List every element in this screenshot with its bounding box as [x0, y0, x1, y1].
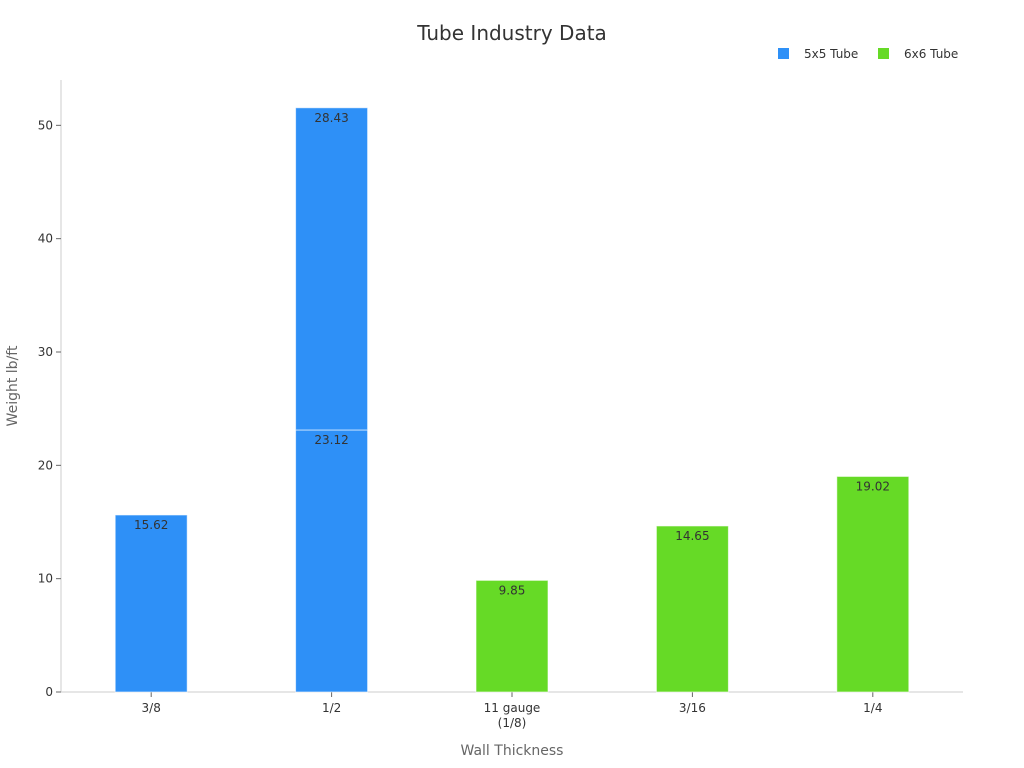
chart-title: Tube Industry Data	[416, 21, 607, 45]
x-tick-label-line: 1/2	[322, 701, 341, 715]
x-tick-label: 3/8	[142, 701, 161, 715]
x-tick-label: 1/4	[863, 701, 882, 715]
legend-swatch	[778, 48, 789, 59]
legend-label[interactable]: 6x6 Tube	[904, 47, 958, 61]
y-axis-ticks: 0 10 20 30 40 50	[38, 118, 61, 699]
y-tick-label: 0	[45, 685, 53, 699]
y-tick-label: 20	[38, 458, 53, 472]
x-tick-label-line: (1/8)	[498, 716, 527, 730]
data-label: 28.43	[314, 111, 348, 125]
data-label: 9.85	[499, 583, 526, 597]
bar-segment[interactable]	[295, 429, 369, 693]
x-axis-ticks: 3/8 1/2 11 gauge (1/8) 3/16 1/4	[142, 692, 882, 730]
x-tick-label: 3/16	[679, 701, 706, 715]
y-tick-label: 10	[38, 572, 53, 586]
x-axis-title: Wall Thickness	[461, 743, 564, 759]
data-label: 15.62	[134, 518, 168, 532]
legend: 5x5 Tube 6x6 Tube	[778, 47, 958, 61]
x-tick-label-line: 3/8	[142, 701, 161, 715]
y-axis-title: Weight lb/ft	[5, 345, 21, 426]
bars: 15.62 23.12 28.43 9.85 14.65 19.02	[114, 107, 910, 693]
x-tick-label: 11 gauge (1/8)	[484, 701, 541, 730]
x-tick-label-line: 1/4	[863, 701, 882, 715]
y-tick-label: 50	[38, 118, 53, 132]
bar-segment[interactable]	[836, 475, 910, 693]
y-tick-label: 30	[38, 345, 53, 359]
bar-segment[interactable]	[475, 579, 549, 693]
legend-swatch	[878, 48, 889, 59]
data-label: 14.65	[675, 529, 709, 543]
bar-segment[interactable]	[295, 107, 369, 431]
data-label: 19.02	[856, 479, 890, 493]
x-tick-label-line: 11 gauge	[484, 701, 541, 715]
data-label: 23.12	[314, 433, 348, 447]
x-tick-label-line: 3/16	[679, 701, 706, 715]
legend-label[interactable]: 5x5 Tube	[804, 47, 858, 61]
x-tick-label: 1/2	[322, 701, 341, 715]
y-tick-label: 40	[38, 232, 53, 246]
bar-segment[interactable]	[114, 514, 188, 693]
bar-segment[interactable]	[655, 525, 729, 693]
